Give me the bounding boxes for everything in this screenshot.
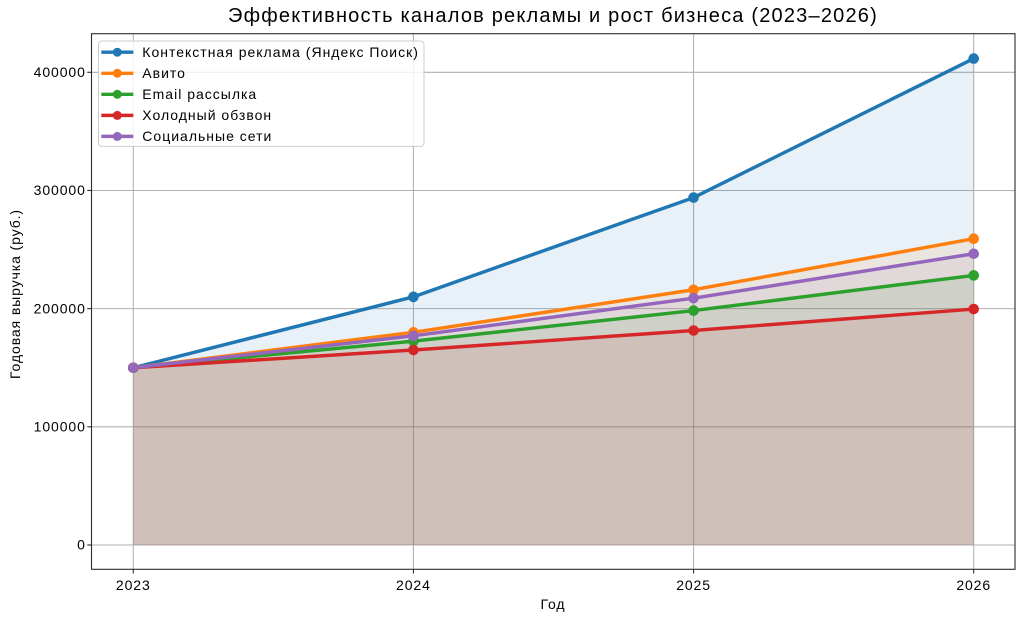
svg-text:100000: 100000 [34,419,86,435]
svg-text:2023: 2023 [116,577,151,593]
svg-text:Год: Год [541,596,566,612]
svg-text:0: 0 [77,537,86,553]
svg-text:Авито: Авито [142,65,186,81]
svg-text:Годовая выручка (руб.): Годовая выручка (руб.) [7,209,23,379]
svg-text:Email рассылка: Email рассылка [142,86,257,102]
svg-text:Социальные сети: Социальные сети [142,128,272,144]
svg-text:2024: 2024 [396,577,431,593]
svg-text:Холодный обзвон: Холодный обзвон [142,107,272,123]
svg-text:2025: 2025 [676,577,711,593]
svg-text:400000: 400000 [34,64,86,80]
svg-text:2026: 2026 [956,577,991,593]
svg-text:200000: 200000 [34,300,86,316]
svg-text:Контекстная реклама (Яндекс По: Контекстная реклама (Яндекс Поиск) [142,44,419,60]
svg-text:300000: 300000 [34,182,86,198]
svg-text:Эффективность каналов рекламы: Эффективность каналов рекламы и рост биз… [228,5,878,27]
